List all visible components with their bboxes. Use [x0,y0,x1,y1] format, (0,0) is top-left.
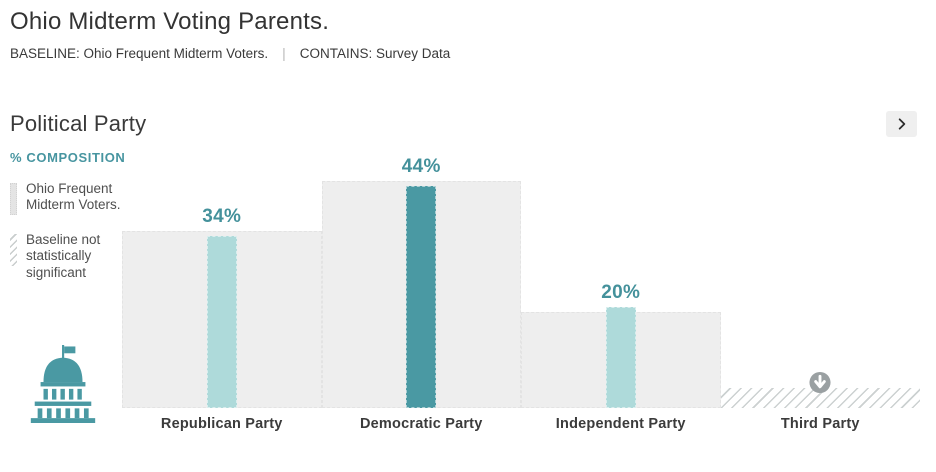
segment-republican-party[interactable]: 34% [122,176,322,408]
survey-bar[interactable] [206,236,237,408]
survey-bar[interactable] [605,307,636,408]
section-header: Political Party [10,111,920,137]
not-significant-hatch-block [720,388,920,408]
contains-label: CONTAINS: Survey Data [299,45,451,61]
report-page: Ohio Midterm Voting Parents. BASELINE: O… [10,8,920,432]
baseline-label: BASELINE: Ohio Frequent Midterm Voters. [10,45,269,61]
legend-item-baseline: Ohio Frequent Midterm Voters. [10,181,122,215]
segment-independent-party[interactable]: 20% [521,176,721,408]
category-axis: Republican Party Democratic Party Indepe… [122,416,920,432]
plot-column: 34% 44% 20% [122,156,920,432]
capitol-building-icon [26,345,122,428]
value-label: 44% [401,156,441,177]
category-label-democratic: Democratic Party [360,416,483,432]
value-label: 20% [601,282,641,303]
legend-label: Baseline not statistically significant [26,232,101,280]
next-section-button[interactable] [886,111,917,137]
legend-item-not-significant: Baseline not statistically significant [10,232,122,281]
page-title: Ohio Midterm Voting Parents. [10,8,330,35]
legend-label: Ohio Frequent Midterm Voters. [26,181,121,213]
value-label: 34% [202,206,242,227]
hatch-swatch-icon [10,234,17,266]
chart-area: Ohio Frequent Midterm Voters. Baseline n… [10,156,920,432]
down-arrow-icon [809,371,832,399]
meta-divider: | [282,45,286,61]
section-title: Political Party [10,111,147,136]
category-label-third: Third Party [780,416,860,432]
chevron-right-icon [895,117,909,131]
y-axis-label: % COMPOSITION [10,150,126,165]
segment-democratic-party[interactable]: 44% [321,156,521,408]
segment-third-party[interactable] [720,176,920,408]
survey-bar[interactable] [406,186,437,408]
report-meta: BASELINE: Ohio Frequent Midterm Voters. … [10,45,920,61]
baseline-swatch-icon [10,183,17,215]
chart-legend: Ohio Frequent Midterm Voters. Baseline n… [10,176,122,428]
category-label-republican: Republican Party [160,416,283,432]
category-label-independent: Independent Party [555,416,686,432]
bar-plot: 34% 44% 20% [122,156,920,408]
